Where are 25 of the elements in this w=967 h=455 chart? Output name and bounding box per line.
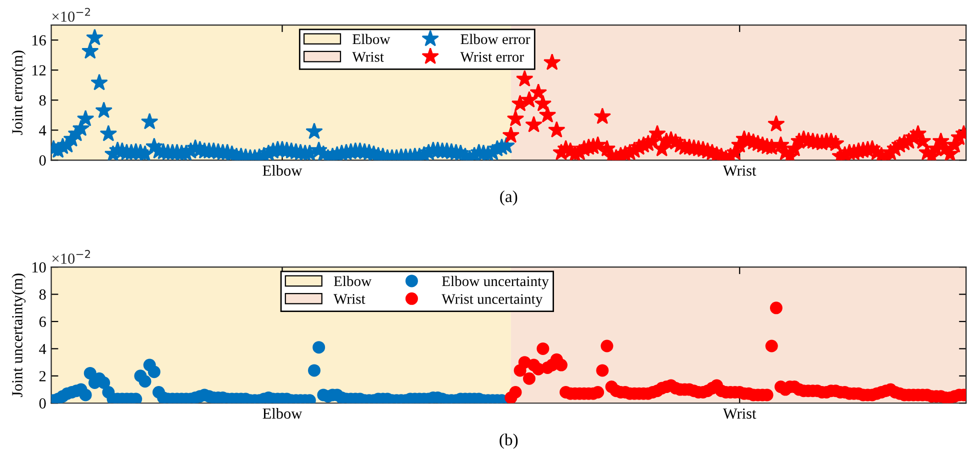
legend-label: Wrist uncertainty bbox=[442, 294, 543, 307]
y-tick-label: 12 bbox=[32, 65, 46, 76]
category-label: Elbow bbox=[352, 34, 390, 44]
text: ×10$^{−2}$ bbox=[52, 8, 90, 22]
category-label: Elbow bbox=[334, 276, 372, 286]
y-tick-label: 0 bbox=[39, 398, 46, 409]
y-axis-title: Joint uncertainty(m) bbox=[12, 274, 26, 397]
y-tick-label: 0 bbox=[39, 155, 46, 166]
text: (a) bbox=[500, 190, 518, 206]
legend-label: Wrist error bbox=[460, 52, 524, 62]
y-axis-title: Joint error(m) bbox=[12, 50, 26, 135]
category-label: Wrist bbox=[352, 52, 384, 62]
text: (b) bbox=[500, 434, 518, 449]
y-tick-label: 4 bbox=[39, 344, 46, 354]
category-label: Wrist bbox=[334, 294, 366, 304]
legend-label: Elbow error bbox=[460, 34, 530, 44]
y-tick-label: 16 bbox=[32, 35, 46, 46]
y-tick-label: 4 bbox=[39, 125, 46, 136]
y-tick-label: 8 bbox=[39, 95, 46, 106]
text: ×10$^{−2}$ bbox=[52, 250, 90, 264]
y-tick-label: 6 bbox=[39, 316, 46, 327]
y-tick-label: 2 bbox=[39, 371, 46, 382]
y-tick-label: 10 bbox=[32, 262, 46, 273]
legend-label: Elbow uncertainty bbox=[442, 276, 549, 290]
y-tick-label: 8 bbox=[39, 289, 46, 300]
